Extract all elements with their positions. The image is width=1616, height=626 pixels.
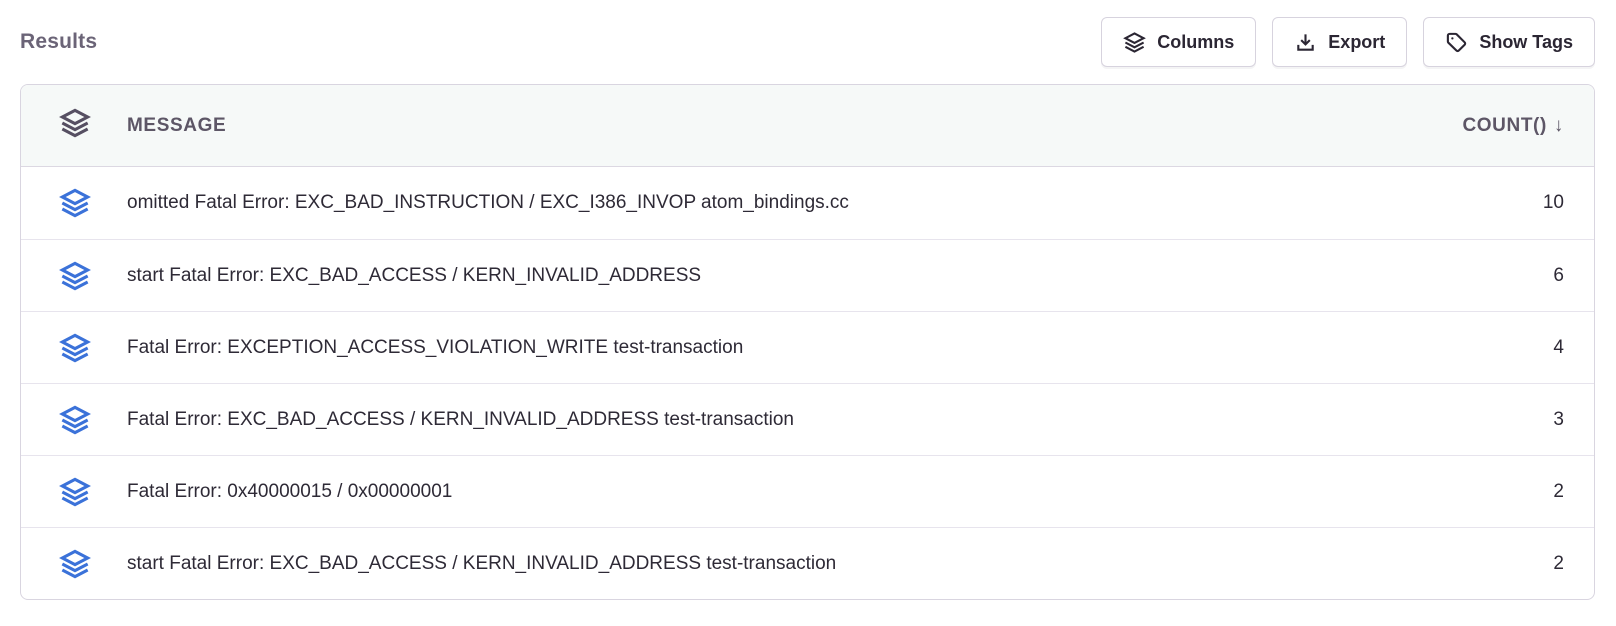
- columns-button-label: Columns: [1157, 31, 1235, 52]
- show-tags-button-label: Show Tags: [1479, 31, 1573, 52]
- download-icon: [1294, 31, 1317, 54]
- message-cell[interactable]: start Fatal Error: EXC_BAD_ACCESS / KERN…: [127, 264, 702, 286]
- header-icon-cell: [21, 107, 127, 144]
- results-table: MESSAGE COUNT() ↓ omitted Fatal Error: E…: [20, 84, 1595, 600]
- count-cell: 3: [1553, 408, 1564, 430]
- stack-icon: [59, 107, 91, 144]
- stack-icon[interactable]: [59, 476, 91, 508]
- count-cell: 2: [1553, 552, 1564, 574]
- sort-desc-icon: ↓: [1553, 114, 1564, 136]
- table-row: start Fatal Error: EXC_BAD_ACCESS / KERN…: [21, 527, 1594, 599]
- tag-icon: [1445, 31, 1468, 54]
- message-cell[interactable]: Fatal Error: EXCEPTION_ACCESS_VIOLATION_…: [127, 336, 744, 358]
- table-header-row: MESSAGE COUNT() ↓: [21, 85, 1594, 167]
- message-cell[interactable]: Fatal Error: EXC_BAD_ACCESS / KERN_INVAL…: [127, 408, 794, 430]
- message-cell[interactable]: start Fatal Error: EXC_BAD_ACCESS / KERN…: [127, 552, 837, 574]
- table-row: Fatal Error: 0x40000015 / 0x00000001 2: [21, 455, 1594, 527]
- stack-icon[interactable]: [59, 332, 91, 364]
- stack-icon[interactable]: [59, 187, 91, 219]
- stack-icon[interactable]: [59, 260, 91, 292]
- table-row: Fatal Error: EXC_BAD_ACCESS / KERN_INVAL…: [21, 383, 1594, 455]
- stack-icon: [1123, 31, 1147, 54]
- page-title: Results: [20, 30, 98, 53]
- export-button[interactable]: Export: [1272, 17, 1408, 67]
- topbar: Results Columns Export: [0, 0, 1616, 84]
- column-header-message[interactable]: MESSAGE: [127, 114, 227, 136]
- table-body: omitted Fatal Error: EXC_BAD_INSTRUCTION…: [21, 167, 1594, 599]
- message-cell[interactable]: omitted Fatal Error: EXC_BAD_INSTRUCTION…: [127, 192, 849, 213]
- count-cell: 10: [1542, 192, 1564, 213]
- toolbar: Columns Export Show Tags: [1101, 17, 1595, 67]
- count-cell: 6: [1553, 264, 1564, 286]
- count-header-label: COUNT(): [1462, 114, 1547, 136]
- table-row: omitted Fatal Error: EXC_BAD_INSTRUCTION…: [21, 167, 1594, 239]
- show-tags-button[interactable]: Show Tags: [1423, 17, 1595, 67]
- table-row: Fatal Error: EXCEPTION_ACCESS_VIOLATION_…: [21, 311, 1594, 383]
- stack-icon[interactable]: [59, 548, 91, 580]
- count-cell: 4: [1553, 336, 1564, 358]
- columns-button[interactable]: Columns: [1101, 17, 1257, 67]
- count-cell: 2: [1553, 480, 1564, 502]
- column-header-count[interactable]: COUNT() ↓: [1394, 115, 1594, 137]
- stack-icon[interactable]: [59, 404, 91, 436]
- export-button-label: Export: [1328, 31, 1386, 52]
- table-row: start Fatal Error: EXC_BAD_ACCESS / KERN…: [21, 239, 1594, 311]
- message-cell[interactable]: Fatal Error: 0x40000015 / 0x00000001: [127, 480, 453, 502]
